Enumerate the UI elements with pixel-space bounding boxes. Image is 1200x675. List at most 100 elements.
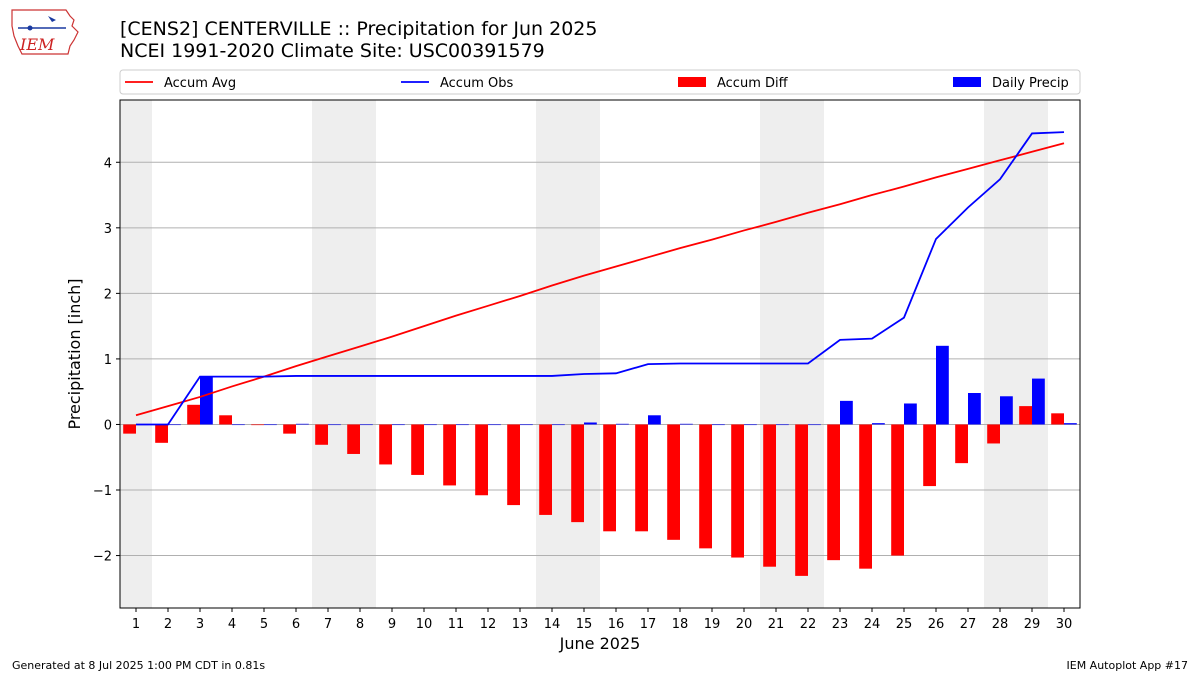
daily-precip-bar <box>488 424 501 426</box>
accum-obs-line <box>136 131 1065 426</box>
accum-diff-bar <box>667 424 680 540</box>
y-tick-label: −1 <box>93 484 112 499</box>
y-tick-label: 3 <box>104 222 112 237</box>
footer-generated: Generated at 8 Jul 2025 1:00 PM CDT in 0… <box>12 659 266 672</box>
weekend-shade <box>312 100 376 608</box>
daily-precip-bar <box>968 393 981 425</box>
x-tick-label: 27 <box>960 617 977 632</box>
x-tick-label: 9 <box>388 617 396 632</box>
accum-diff-bar <box>1019 406 1032 425</box>
legend-daily-precip-label: Daily Precip <box>992 76 1069 91</box>
y-tick-label: −2 <box>93 550 112 565</box>
accum-diff-bar <box>827 424 840 561</box>
x-tick-label: 14 <box>544 617 561 632</box>
x-tick-label: 6 <box>292 617 300 632</box>
x-tick-label: 26 <box>928 617 945 632</box>
legend-accum-diff-label: Accum Diff <box>717 76 789 91</box>
x-tick-label: 20 <box>736 617 753 632</box>
accum-diff-bar <box>699 424 712 549</box>
daily-precip-bar <box>328 424 341 426</box>
daily-precip-bar <box>1032 378 1045 425</box>
x-tick-label: 22 <box>800 617 817 632</box>
accum-diff-bar <box>955 424 968 464</box>
x-tick-label: 11 <box>448 617 465 632</box>
accum-diff-bar <box>347 424 360 454</box>
accum-diff-bar <box>891 424 904 556</box>
chart-subtitle: NCEI 1991-2020 Climate Site: USC00391579 <box>120 40 545 62</box>
y-tick-label: 2 <box>104 287 112 302</box>
chart-title: [CENS2] CENTERVILLE :: Precipitation for… <box>120 18 598 40</box>
y-tick-label: 0 <box>104 418 112 433</box>
daily-precip-bar <box>296 423 309 425</box>
x-tick-label: 18 <box>672 617 689 632</box>
legend: Accum Avg Accum Obs Accum Diff Daily Precip <box>119 69 1081 95</box>
daily-precip-bar <box>520 424 533 426</box>
daily-precip-bar <box>872 423 885 425</box>
daily-precip-bar <box>392 424 405 426</box>
x-axis-label: June 2025 <box>559 634 641 653</box>
x-tick-label: 23 <box>832 617 849 632</box>
logo-text: IEM <box>19 35 55 54</box>
accum-diff-bar <box>379 424 392 465</box>
daily-precip-bar <box>552 424 565 426</box>
y-axis-label: Precipitation [inch] <box>65 278 84 429</box>
accum-diff-bar <box>123 424 136 434</box>
daily-precip-bar <box>360 424 373 426</box>
x-tick-label: 19 <box>704 617 721 632</box>
legend-accum-obs-label: Accum Obs <box>440 76 513 91</box>
x-tick-label: 10 <box>416 617 433 632</box>
accum-diff-bar <box>507 424 520 506</box>
accum-diff-bar <box>763 424 776 567</box>
daily-precip-bar <box>1000 396 1013 425</box>
accum-diff-bar <box>539 424 552 515</box>
y-tick-label: 4 <box>104 156 112 171</box>
x-tick-label: 3 <box>196 617 204 632</box>
x-tick-label: 24 <box>864 617 881 632</box>
accum-diff-bar <box>603 424 616 532</box>
daily-precip-bar <box>584 422 597 425</box>
daily-precip-bar <box>936 345 949 425</box>
accum-diff-bar <box>475 424 488 496</box>
daily-precip-bar <box>616 423 629 425</box>
accum-diff-bar <box>987 424 1000 444</box>
x-tick-label: 1 <box>132 617 140 632</box>
daily-precip-bar <box>904 403 917 425</box>
x-tick-label: 4 <box>228 617 236 632</box>
accum-diff-bar <box>923 424 936 487</box>
daily-precip-bar <box>840 400 853 425</box>
weekend-shade <box>984 100 1048 608</box>
x-tick-label: 12 <box>480 617 497 632</box>
accum-diff-bar <box>443 424 456 486</box>
x-tick-label: 2 <box>164 617 172 632</box>
x-tick-label: 29 <box>1024 617 1041 632</box>
y-tick-label: 1 <box>104 353 112 368</box>
daily-precip-bar <box>680 423 693 425</box>
plot-frame <box>119 99 1081 609</box>
legend-accum-diff-swatch <box>678 77 706 87</box>
x-tick-label: 17 <box>640 617 657 632</box>
accum-diff-bar <box>571 424 584 523</box>
accum-diff-bar <box>795 424 808 576</box>
x-tick-label: 28 <box>992 617 1009 632</box>
daily-precip-bar <box>1064 423 1077 425</box>
daily-precip-bar <box>648 415 661 425</box>
daily-precip-bar <box>232 424 245 426</box>
footer-app: IEM Autoplot App #17 <box>1066 659 1189 672</box>
daily-precip-bar <box>168 424 181 426</box>
daily-precip-bar <box>264 424 277 426</box>
daily-precip-bar <box>424 424 437 426</box>
accum-diff-bar <box>1051 413 1064 425</box>
accum-diff-bar <box>731 424 744 558</box>
legend-box <box>119 69 1081 95</box>
accum-diff-bar <box>411 424 424 475</box>
accum-diff-bar <box>859 424 872 569</box>
x-tick-label: 7 <box>324 617 332 632</box>
daily-precip-bar <box>200 376 213 425</box>
daily-precip-bar <box>456 424 469 426</box>
accum-diff-bar <box>251 424 264 426</box>
daily-precip-bar <box>712 424 725 426</box>
accum-avg-line <box>135 142 1065 417</box>
daily-precip-bar <box>776 424 789 426</box>
weekend-shade <box>120 100 152 608</box>
